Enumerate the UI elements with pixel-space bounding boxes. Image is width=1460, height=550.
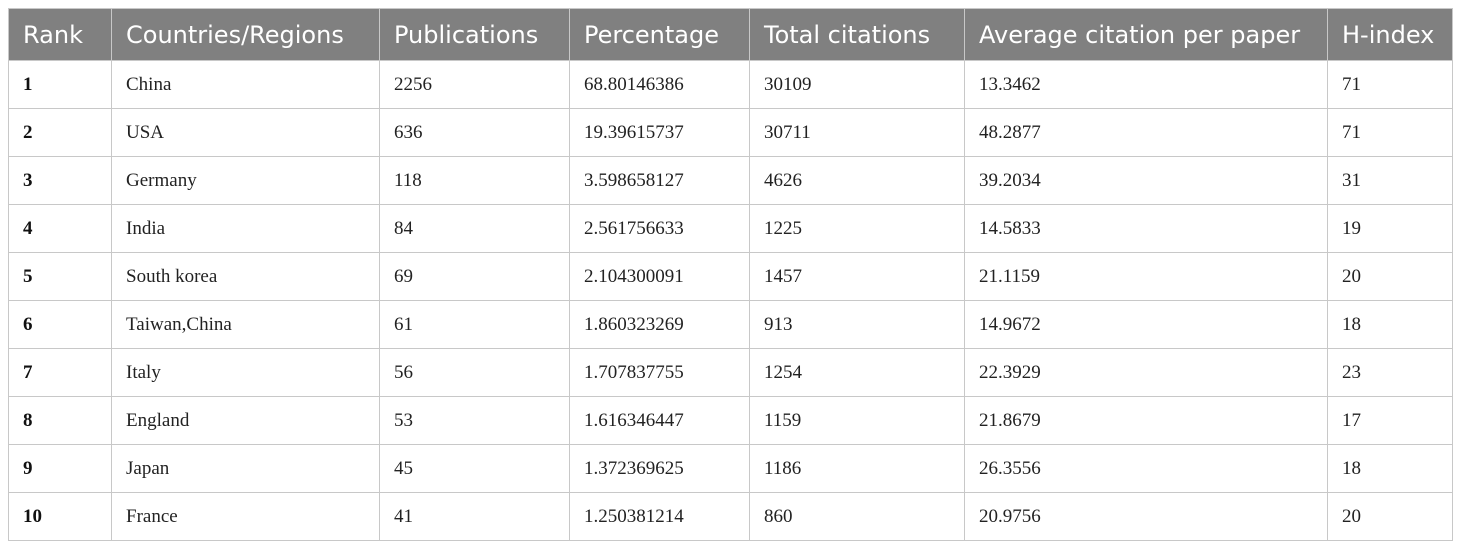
data-table-container: Rank Countries/Regions Publications Perc… xyxy=(8,8,1453,541)
table-row: 5 South korea 69 2.104300091 1457 21.115… xyxy=(8,252,1453,301)
cell-publications: 53 xyxy=(379,396,570,445)
cell-percentage: 68.80146386 xyxy=(569,60,750,109)
cell-percentage: 19.39615737 xyxy=(569,108,750,157)
cell-average-citation: 22.3929 xyxy=(964,348,1328,397)
cell-total-citations: 1225 xyxy=(749,204,965,253)
cell-average-citation: 14.5833 xyxy=(964,204,1328,253)
cell-average-citation: 21.1159 xyxy=(964,252,1328,301)
cell-h-index: 31 xyxy=(1327,156,1453,205)
cell-percentage: 1.860323269 xyxy=(569,300,750,349)
cell-country: Taiwan,China xyxy=(111,300,380,349)
cell-country: China xyxy=(111,60,380,109)
table-row: 2 USA 636 19.39615737 30711 48.2877 71 xyxy=(8,108,1453,157)
cell-h-index: 19 xyxy=(1327,204,1453,253)
table-row: 1 China 2256 68.80146386 30109 13.3462 7… xyxy=(8,60,1453,109)
cell-total-citations: 1254 xyxy=(749,348,965,397)
cell-country: England xyxy=(111,396,380,445)
table-body: 1 China 2256 68.80146386 30109 13.3462 7… xyxy=(8,60,1453,541)
cell-country: Japan xyxy=(111,444,380,493)
cell-percentage: 2.104300091 xyxy=(569,252,750,301)
cell-percentage: 1.372369625 xyxy=(569,444,750,493)
table-header: Rank Countries/Regions Publications Perc… xyxy=(8,8,1453,61)
header-percentage: Percentage xyxy=(569,8,750,61)
cell-publications: 84 xyxy=(379,204,570,253)
cell-total-citations: 860 xyxy=(749,492,965,541)
cell-h-index: 20 xyxy=(1327,492,1453,541)
cell-total-citations: 30711 xyxy=(749,108,965,157)
header-row: Rank Countries/Regions Publications Perc… xyxy=(8,8,1453,61)
cell-average-citation: 48.2877 xyxy=(964,108,1328,157)
cell-publications: 636 xyxy=(379,108,570,157)
cell-rank: 1 xyxy=(8,60,112,109)
cell-country: France xyxy=(111,492,380,541)
cell-average-citation: 39.2034 xyxy=(964,156,1328,205)
cell-percentage: 1.707837755 xyxy=(569,348,750,397)
cell-average-citation: 13.3462 xyxy=(964,60,1328,109)
header-publications: Publications xyxy=(379,8,570,61)
cell-publications: 2256 xyxy=(379,60,570,109)
header-average-citation: Average citation per paper xyxy=(964,8,1328,61)
cell-publications: 41 xyxy=(379,492,570,541)
cell-total-citations: 4626 xyxy=(749,156,965,205)
header-total-citations: Total citations xyxy=(749,8,965,61)
cell-rank: 8 xyxy=(8,396,112,445)
cell-h-index: 18 xyxy=(1327,444,1453,493)
cell-publications: 118 xyxy=(379,156,570,205)
cell-percentage: 1.616346447 xyxy=(569,396,750,445)
cell-average-citation: 21.8679 xyxy=(964,396,1328,445)
cell-country: India xyxy=(111,204,380,253)
cell-total-citations: 1457 xyxy=(749,252,965,301)
cell-country: USA xyxy=(111,108,380,157)
cell-publications: 69 xyxy=(379,252,570,301)
cell-h-index: 71 xyxy=(1327,60,1453,109)
cell-rank: 9 xyxy=(8,444,112,493)
cell-rank: 6 xyxy=(8,300,112,349)
table-row: 10 France 41 1.250381214 860 20.9756 20 xyxy=(8,492,1453,541)
table-row: 9 Japan 45 1.372369625 1186 26.3556 18 xyxy=(8,444,1453,493)
header-rank: Rank xyxy=(8,8,112,61)
table-row: 4 India 84 2.561756633 1225 14.5833 19 xyxy=(8,204,1453,253)
cell-h-index: 23 xyxy=(1327,348,1453,397)
cell-country: Germany xyxy=(111,156,380,205)
cell-h-index: 18 xyxy=(1327,300,1453,349)
cell-h-index: 17 xyxy=(1327,396,1453,445)
cell-total-citations: 913 xyxy=(749,300,965,349)
cell-rank: 4 xyxy=(8,204,112,253)
cell-country: South korea xyxy=(111,252,380,301)
cell-rank: 5 xyxy=(8,252,112,301)
cell-average-citation: 26.3556 xyxy=(964,444,1328,493)
cell-publications: 61 xyxy=(379,300,570,349)
table-row: 7 Italy 56 1.707837755 1254 22.3929 23 xyxy=(8,348,1453,397)
header-h-index: H-index xyxy=(1327,8,1453,61)
cell-publications: 45 xyxy=(379,444,570,493)
cell-total-citations: 30109 xyxy=(749,60,965,109)
table-row: 8 England 53 1.616346447 1159 21.8679 17 xyxy=(8,396,1453,445)
cell-average-citation: 20.9756 xyxy=(964,492,1328,541)
cell-h-index: 71 xyxy=(1327,108,1453,157)
cell-total-citations: 1159 xyxy=(749,396,965,445)
cell-publications: 56 xyxy=(379,348,570,397)
cell-average-citation: 14.9672 xyxy=(964,300,1328,349)
cell-h-index: 20 xyxy=(1327,252,1453,301)
cell-rank: 3 xyxy=(8,156,112,205)
cell-rank: 7 xyxy=(8,348,112,397)
cell-percentage: 3.598658127 xyxy=(569,156,750,205)
cell-country: Italy xyxy=(111,348,380,397)
cell-rank: 2 xyxy=(8,108,112,157)
table-row: 3 Germany 118 3.598658127 4626 39.2034 3… xyxy=(8,156,1453,205)
cell-percentage: 2.561756633 xyxy=(569,204,750,253)
countries-table: Rank Countries/Regions Publications Perc… xyxy=(8,8,1453,541)
cell-rank: 10 xyxy=(8,492,112,541)
header-countries-regions: Countries/Regions xyxy=(111,8,380,61)
cell-total-citations: 1186 xyxy=(749,444,965,493)
cell-percentage: 1.250381214 xyxy=(569,492,750,541)
table-row: 6 Taiwan,China 61 1.860323269 913 14.967… xyxy=(8,300,1453,349)
